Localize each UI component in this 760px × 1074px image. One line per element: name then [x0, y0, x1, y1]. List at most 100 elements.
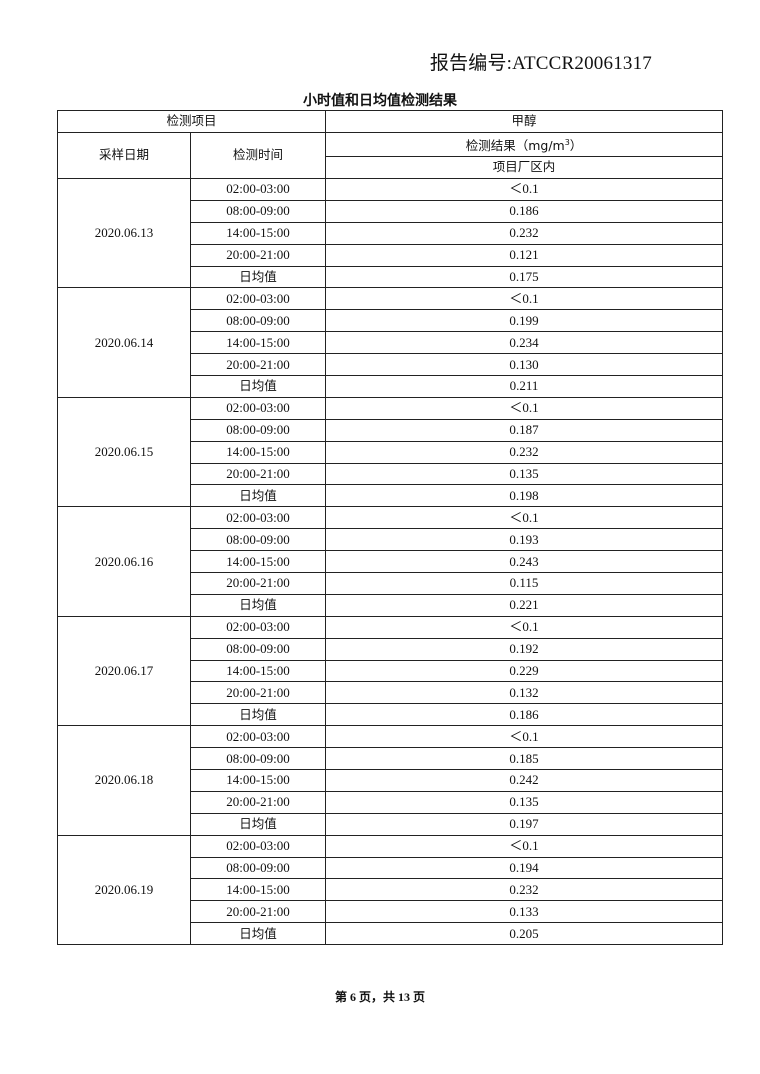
- result-value-cell: 0.175: [325, 265, 724, 289]
- result-value-cell: 0.135: [325, 790, 724, 814]
- result-value-cell: 0.132: [325, 681, 724, 705]
- sampling-date-cell: 2020.06.15: [57, 396, 191, 508]
- table-row: 14:00-15:00 0.232: [58, 221, 724, 245]
- result-value-cell: 0.121: [325, 243, 724, 267]
- header-row: 采样日期 检测时间 检测结果（mg/m3）: [57, 131, 724, 179]
- result-value-cell: 0.187: [325, 418, 724, 442]
- result-value-cell: 0.199: [325, 309, 724, 333]
- table-row: 08:00-09:00 0.193: [58, 528, 724, 552]
- test-time-cell: 14:00-15:00: [189, 659, 327, 683]
- result-value-cell: 0.232: [325, 878, 724, 902]
- sampling-date-cell: 2020.06.17: [57, 615, 191, 727]
- test-time-cell: 08:00-09:00: [189, 309, 327, 333]
- header-item: 检测项目: [56, 110, 327, 133]
- test-time-cell: 02:00-03:00: [189, 725, 327, 749]
- test-time-cell: 20:00-21:00: [189, 900, 327, 924]
- test-time-cell: 14:00-15:00: [189, 878, 327, 902]
- result-value-cell: ＜0.1: [325, 725, 724, 749]
- test-time-cell: 02:00-03:00: [189, 396, 327, 420]
- table-row: 2020.06.13 02:00-03:00 ＜0.1: [57, 177, 724, 289]
- header-location: 项目厂区内: [325, 156, 724, 179]
- result-value-cell: 0.197: [325, 812, 724, 836]
- daily-average-label: 日均值: [189, 484, 327, 508]
- daily-average-row: 日均值 0.197: [58, 812, 724, 836]
- table-row: 2020.06.18 02:00-03:00 ＜0.1: [57, 725, 724, 836]
- table-row: 20:00-21:00 0.133: [58, 900, 724, 924]
- test-time-cell: 02:00-03:00: [189, 834, 327, 858]
- result-value-cell: ＜0.1: [325, 506, 724, 530]
- daily-average-label: 日均值: [189, 265, 327, 289]
- result-value-cell: 0.192: [325, 637, 724, 661]
- test-time-cell: 20:00-21:00: [189, 571, 327, 595]
- test-time-cell: 02:00-03:00: [189, 615, 327, 639]
- daily-average-label: 日均值: [189, 922, 327, 946]
- result-value-cell: 0.243: [325, 550, 724, 573]
- result-value-cell: 0.221: [325, 593, 724, 617]
- table-row: 14:00-15:00 0.229: [58, 659, 724, 683]
- header-substance: 甲醇: [325, 110, 724, 133]
- test-time-cell: 20:00-21:00: [189, 353, 327, 376]
- result-value-cell: ＜0.1: [325, 834, 724, 858]
- result-value-cell: ＜0.1: [325, 287, 724, 311]
- table-row: 20:00-21:00 0.135: [58, 462, 724, 486]
- table-row: 20:00-21:00 0.130: [58, 353, 724, 376]
- result-value-cell: ＜0.1: [325, 615, 724, 639]
- result-value-cell: 0.193: [325, 528, 724, 552]
- result-value-cell: 0.186: [325, 703, 724, 727]
- result-value-cell: 0.135: [325, 462, 724, 486]
- daily-average-row: 日均值 0.211: [58, 374, 724, 398]
- test-time-cell: 14:00-15:00: [189, 768, 327, 792]
- test-time-cell: 08:00-09:00: [189, 528, 327, 552]
- daily-average-label: 日均值: [189, 703, 327, 727]
- daily-average-row: 日均值 0.221: [58, 593, 724, 617]
- table-title: 小时值和日均值检测结果: [303, 93, 457, 109]
- test-time-cell: 02:00-03:00: [189, 287, 327, 311]
- test-time-cell: 02:00-03:00: [189, 177, 327, 201]
- header-result: 检测结果（mg/m3）: [325, 131, 724, 158]
- test-time-cell: 14:00-15:00: [189, 440, 327, 464]
- test-time-cell: 20:00-21:00: [189, 790, 327, 814]
- test-time-cell: 08:00-09:00: [189, 856, 327, 880]
- test-time-cell: 20:00-21:00: [189, 462, 327, 486]
- daily-average-row: 日均值 0.198: [58, 484, 724, 508]
- table-row: 14:00-15:00 0.234: [58, 331, 724, 355]
- test-time-cell: 14:00-15:00: [189, 550, 327, 573]
- result-value-cell: 0.232: [325, 440, 724, 464]
- daily-average-label: 日均值: [189, 812, 327, 836]
- daily-average-label: 日均值: [189, 593, 327, 617]
- sampling-date-cell: 2020.06.18: [57, 725, 191, 836]
- result-value-cell: 0.185: [325, 747, 724, 770]
- table-row: 2020.06.17 02:00-03:00 ＜0.1: [57, 615, 724, 727]
- daily-average-label: 日均值: [189, 374, 327, 398]
- table-row: 08:00-09:00 0.199: [58, 309, 724, 333]
- result-value-cell: 0.229: [325, 659, 724, 683]
- table-row: 14:00-15:00 0.232: [58, 440, 724, 464]
- test-time-cell: 20:00-21:00: [189, 243, 327, 267]
- results-table: 检测项目 甲醇 采样日期 检测时间 检测结果（mg/m3） 项目厂区内 2020…: [56, 110, 724, 946]
- result-value-cell: 0.242: [325, 768, 724, 792]
- result-value-cell: 0.186: [325, 199, 724, 223]
- result-value-cell: 0.115: [325, 571, 724, 595]
- daily-average-row: 日均值 0.175: [58, 265, 724, 289]
- table-row: 08:00-09:00 0.187: [58, 418, 724, 442]
- result-value-cell: 0.234: [325, 331, 724, 355]
- test-time-cell: 02:00-03:00: [189, 506, 327, 530]
- table-row: 20:00-21:00 0.121: [58, 243, 724, 267]
- table-row: 2020.06.15 02:00-03:00 ＜0.1: [57, 396, 724, 508]
- test-time-cell: 14:00-15:00: [189, 221, 327, 245]
- result-value-cell: 0.211: [325, 374, 724, 398]
- test-time-cell: 08:00-09:00: [189, 199, 327, 223]
- result-value-cell: 0.198: [325, 484, 724, 508]
- table-row: 2020.06.14 02:00-03:00 ＜0.1: [57, 287, 724, 398]
- result-value-cell: ＜0.1: [325, 177, 724, 201]
- test-time-cell: 08:00-09:00: [189, 418, 327, 442]
- table-row: 08:00-09:00 0.192: [58, 637, 724, 661]
- page-footer: 第 6 页，共 13 页: [334, 990, 425, 1004]
- sampling-date-cell: 2020.06.14: [57, 287, 191, 398]
- result-value-cell: 0.133: [325, 900, 724, 924]
- header-sampling-date: 采样日期: [57, 131, 191, 179]
- header-row: 检测项目 甲醇: [56, 110, 724, 133]
- test-time-cell: 08:00-09:00: [189, 747, 327, 770]
- test-time-cell: 14:00-15:00: [189, 331, 327, 355]
- result-value-cell: 0.130: [325, 353, 724, 376]
